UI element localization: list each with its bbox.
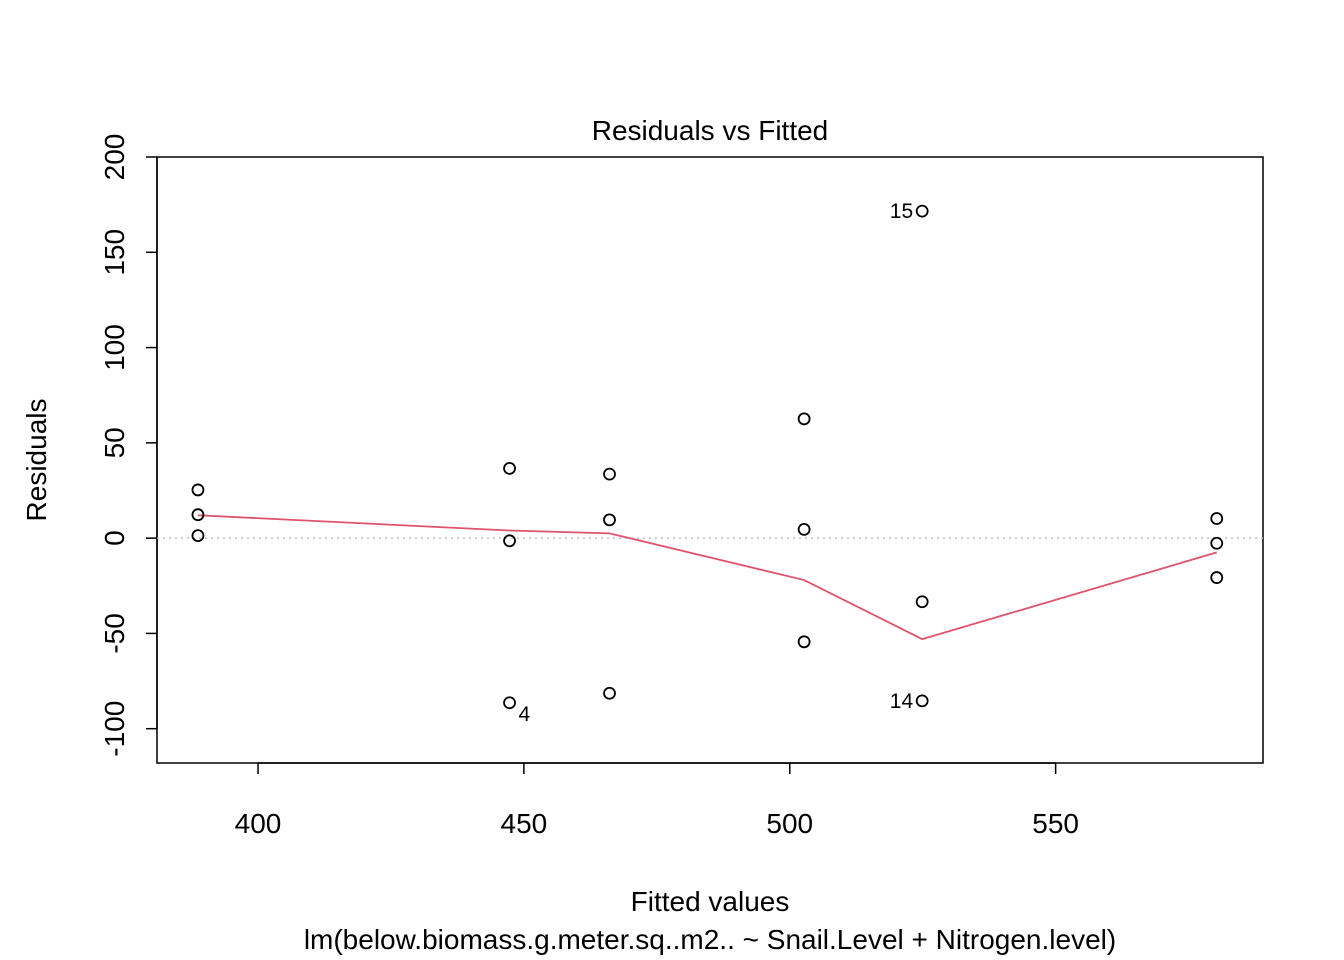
data-point bbox=[503, 534, 516, 548]
data-point bbox=[797, 635, 811, 649]
data-point bbox=[191, 529, 205, 543]
y-axis-title: Residuals bbox=[21, 399, 52, 522]
data-point bbox=[915, 204, 929, 218]
x-axis-title: Fitted values bbox=[631, 886, 790, 917]
data-point bbox=[603, 513, 616, 527]
data-point bbox=[1210, 512, 1224, 525]
x-tick-label: 550 bbox=[1032, 808, 1079, 839]
data-point bbox=[1210, 536, 1224, 550]
data-point bbox=[503, 461, 516, 475]
data-points bbox=[191, 204, 1224, 710]
point-label: 15 bbox=[890, 200, 913, 223]
point-labels: 15 4 14 bbox=[519, 200, 914, 726]
data-point bbox=[1210, 571, 1224, 584]
data-point bbox=[503, 696, 516, 710]
smoother-line bbox=[197, 514, 1217, 641]
y-axis: -100 -50 0 50 100 150 200 bbox=[99, 134, 158, 757]
model-formula-subtitle: lm(below.biomass.g.meter.sq..m2.. ~ Snai… bbox=[304, 924, 1116, 955]
data-point bbox=[191, 508, 205, 522]
data-point bbox=[915, 595, 929, 609]
chart-title: Residuals vs Fitted bbox=[592, 115, 829, 146]
data-point bbox=[797, 522, 811, 536]
x-axis: 400 450 500 550 bbox=[235, 762, 1079, 839]
y-tick-label: 200 bbox=[99, 134, 130, 181]
data-point bbox=[603, 467, 616, 481]
point-label: 14 bbox=[890, 690, 914, 713]
y-tick-label: -50 bbox=[99, 613, 130, 653]
x-tick-label: 400 bbox=[235, 808, 282, 839]
y-tick-label: 0 bbox=[99, 530, 130, 546]
data-point bbox=[191, 483, 205, 497]
data-point bbox=[915, 694, 929, 708]
y-tick-label: -100 bbox=[99, 701, 130, 757]
y-tick-label: 50 bbox=[99, 427, 130, 458]
y-tick-label: 150 bbox=[99, 229, 130, 276]
point-label: 4 bbox=[519, 703, 531, 726]
x-tick-label: 450 bbox=[501, 808, 548, 839]
data-point bbox=[603, 686, 616, 700]
x-tick-label: 500 bbox=[766, 808, 813, 839]
y-tick-label: 100 bbox=[99, 324, 130, 371]
data-point bbox=[797, 412, 811, 426]
